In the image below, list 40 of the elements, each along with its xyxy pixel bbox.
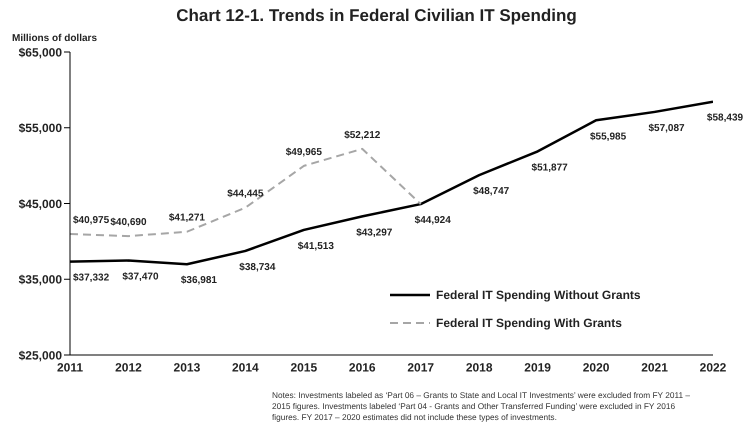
data-label: $41,271 [168,212,206,224]
data-label: $51,877 [532,162,568,174]
data-label: $44,445 [227,188,264,200]
x-tick-label: 2013 [174,360,201,375]
data-label: $52,212 [344,130,381,141]
chart-title: Chart 12-1. Trends in Federal Civilian IT Spending [175,6,578,26]
y-tick-label: $25,000 [18,348,62,362]
data-label: $41,513 [298,240,334,252]
x-tick-label: 2016 [348,360,376,375]
x-tick-label: 2022 [700,360,727,375]
data-label: $36,981 [180,275,218,286]
data-label: $37,470 [122,272,159,283]
data-label: $44,924 [414,215,452,226]
x-tick-label: 2021 [641,360,668,375]
y-tick-label: $55,000 [18,121,62,136]
legend-label: Federal IT Spending Without Grants [436,288,641,302]
data-label: $40,975 [73,214,110,226]
x-tick-label: 2015 [290,360,318,375]
data-label: $48,747 [473,186,510,198]
x-tick-label: 2012 [115,360,142,375]
x-tick-label: 2020 [582,360,610,375]
data-label: $57,087 [648,122,686,134]
y-axis-title: Millions of dollars [12,33,98,44]
data-label: $38,734 [239,262,276,273]
x-tick-label: 2018 [466,360,493,375]
x-tick-label: 2011 [56,360,84,375]
data-label: $37,332 [73,272,110,284]
data-label: $58,439 [706,112,744,124]
y-tick-label: $45,000 [18,196,62,211]
legend-label: Federal IT Spending With Grants [436,316,622,330]
x-tick-label: 2019 [524,360,552,375]
text: Notes: Investments labeled as ‘Part 06 – Grants to State and Local IT Investments’ were excluded from FY 2011 – 2015 figures. Investments labeled ‘Part 04 - Grants and Other Transferred Funding’ were excluded in FY 2016 figures. FY 2017 – 2020 estimates did not include these types of investments. [272,390,691,423]
data-label: $49,965 [286,146,322,158]
y-tick-label: $65,000 [18,45,62,60]
data-label: $40,690 [110,217,147,228]
data-label: $55,985 [590,131,627,142]
x-tick-label: 2014 [232,360,260,375]
y-tick-label: $35,000 [18,272,62,287]
data-label: $43,297 [356,227,393,238]
x-tick-label: 2017 [407,360,434,375]
